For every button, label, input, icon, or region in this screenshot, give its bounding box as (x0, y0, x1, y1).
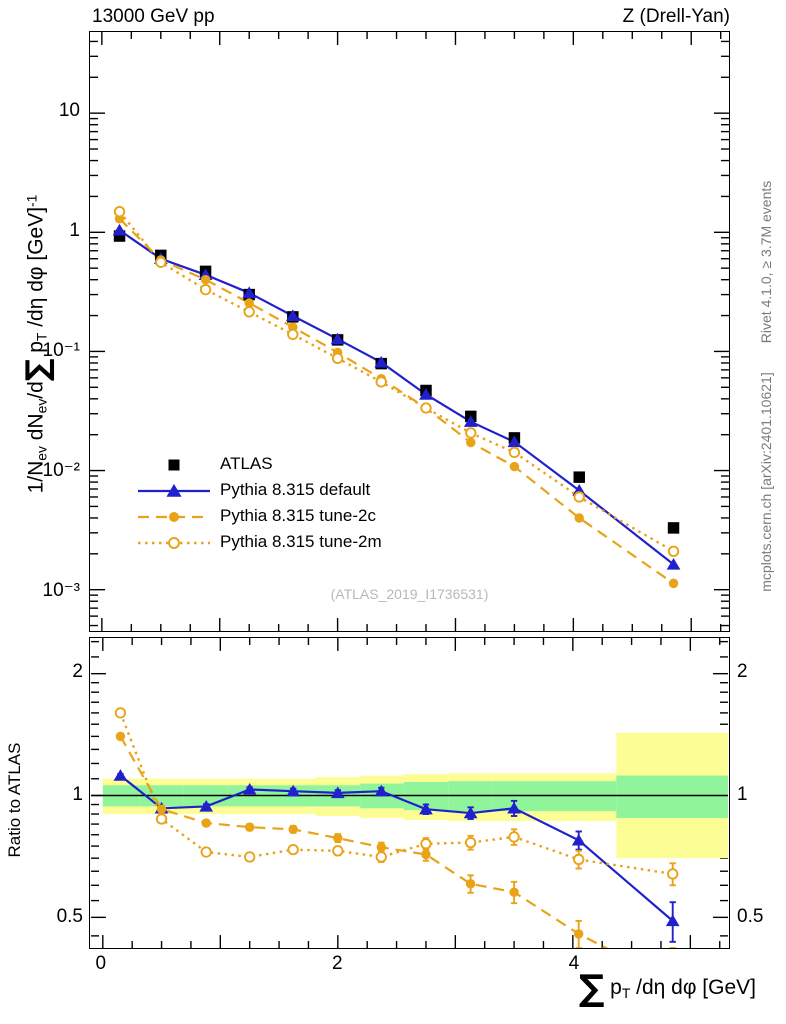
yl-b: dN (24, 413, 48, 447)
legend-label-0: ATLAS (220, 454, 273, 473)
xl-rest: /dη dφ [GeV] (630, 975, 756, 999)
y-tick-ratio-left-0: 2 (72, 660, 83, 682)
y-tick-main-3: 10⁻² (42, 460, 81, 482)
xl-p-sub: T (621, 984, 631, 1001)
x-tick-1: 2 (332, 953, 343, 974)
x-axis-label: ∑ pT /dη dφ [GeV] (579, 968, 756, 1009)
y-tick-ratio-right-1: 1 (737, 783, 748, 805)
y-tick-main-0: 10 (58, 100, 80, 122)
x-tick-0: 0 (95, 953, 107, 974)
y-tick-ratio-left-2: 0.5 (56, 906, 83, 928)
yl-b-sub: ev (33, 398, 50, 414)
ratio-plot-panel (89, 637, 730, 949)
beam-energy-label: 13000 GeV pp (92, 6, 215, 27)
x-tick-2: 4 (568, 953, 580, 974)
legend-marker-2 (136, 504, 212, 530)
y-tick-ratio-right-2: 0.5 (737, 906, 764, 928)
ratio-plot-canvas (91, 638, 728, 948)
analysis-id-watermark: (ATLAS_2019_I1736531) (330, 586, 489, 602)
y-tick-ratio-right-0: 2 (737, 660, 748, 682)
y-tick-main-1: 1 (69, 219, 80, 241)
legend-label-3: Pythia 8.315 tune-2m (220, 532, 382, 551)
legend-marker-1 (136, 478, 212, 504)
legend-marker-3 (136, 530, 212, 556)
mcplots-reference-label: mcplots.cern.ch [arXiv:2401.10621] (758, 372, 774, 592)
y-tick-main-4: 10⁻³ (42, 579, 81, 601)
legend-label-1: Pythia 8.315 default (220, 480, 371, 499)
sigma-glyph-x: ∑ (578, 968, 605, 1009)
legend-label-2: Pythia 8.315 tune-2c (220, 506, 376, 525)
y-tick-main-2: 10⁻¹ (42, 340, 81, 362)
yl-e-sup: -1 (23, 194, 40, 207)
legend-marker-0 (136, 452, 212, 478)
y-axis-label-ratio: Ratio to ATLAS (5, 742, 24, 858)
process-label: Z (Drell-Yan) (622, 6, 730, 27)
yl-c: /d (24, 381, 48, 399)
main-plot-canvas (90, 32, 729, 631)
main-plot-panel (89, 31, 730, 632)
xl-p: p (604, 975, 622, 999)
y-tick-ratio-left-1: 1 (72, 783, 83, 805)
